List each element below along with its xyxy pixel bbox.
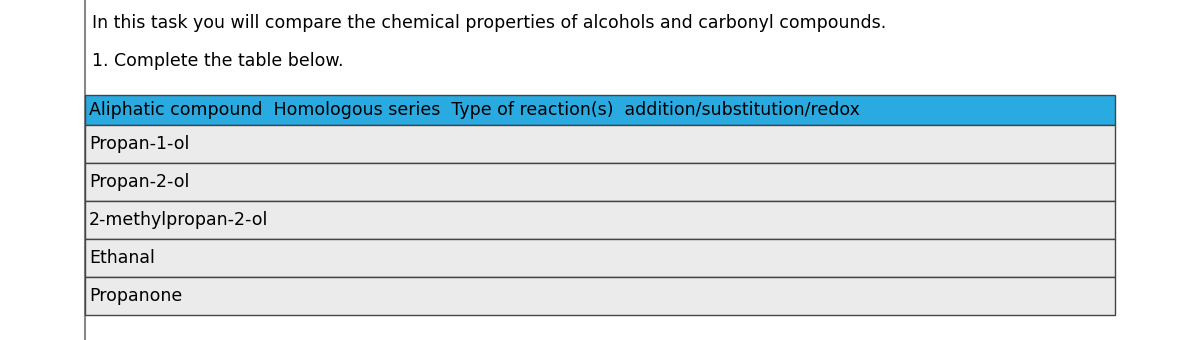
Text: Propan-1-ol: Propan-1-ol bbox=[89, 135, 190, 153]
Text: Ethanal: Ethanal bbox=[89, 249, 155, 267]
FancyBboxPatch shape bbox=[85, 125, 1115, 163]
FancyBboxPatch shape bbox=[85, 95, 1115, 125]
FancyBboxPatch shape bbox=[85, 163, 1115, 201]
Text: Propanone: Propanone bbox=[89, 287, 182, 305]
Text: Propan-2-ol: Propan-2-ol bbox=[89, 173, 190, 191]
FancyBboxPatch shape bbox=[85, 239, 1115, 277]
FancyBboxPatch shape bbox=[85, 277, 1115, 315]
Text: 1. Complete the table below.: 1. Complete the table below. bbox=[92, 52, 343, 70]
Text: Aliphatic compound  Homologous series  Type of reaction(s)  addition/substitutio: Aliphatic compound Homologous series Typ… bbox=[89, 101, 860, 119]
Text: 2-methylpropan-2-ol: 2-methylpropan-2-ol bbox=[89, 211, 269, 229]
Text: In this task you will compare the chemical properties of alcohols and carbonyl c: In this task you will compare the chemic… bbox=[92, 14, 887, 32]
FancyBboxPatch shape bbox=[85, 201, 1115, 239]
